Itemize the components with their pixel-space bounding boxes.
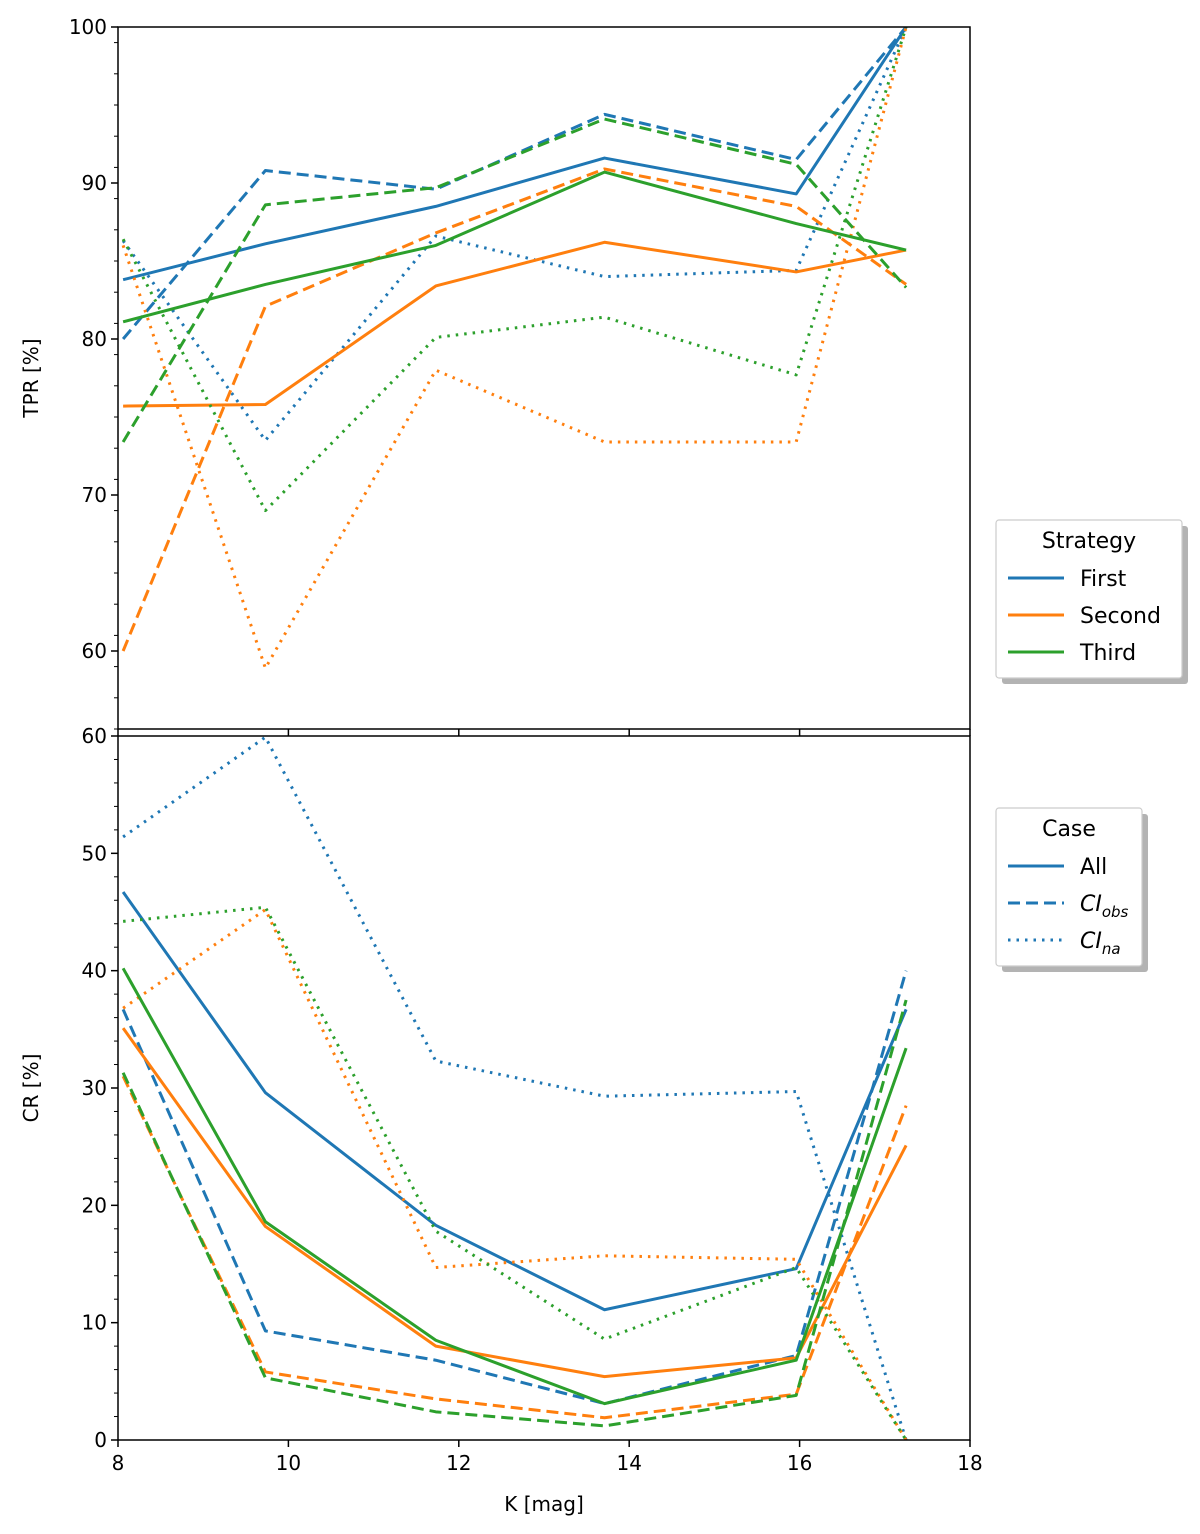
- cr-x-tick-label-8: 8: [112, 1451, 125, 1475]
- tpr-x-ticks: [117, 729, 971, 736]
- cr-y-tick-label-10: 10: [82, 1311, 107, 1335]
- tpr-y-ticks: 60 70 80 90 100: [69, 15, 118, 730]
- cr-line-third-ci-obs: [121, 999, 908, 1428]
- cr-line-first-all: [121, 891, 908, 1312]
- tpr-line-third-ci-obs: [121, 117, 908, 443]
- cr-x-tick-label-16: 16: [787, 1451, 812, 1475]
- cr-line-first-ci-na: [122, 736, 908, 1440]
- case-legend-label-3: CIna: [1080, 929, 1121, 958]
- tpr-y-tick-label-90: 90: [82, 171, 107, 195]
- cr-y-tick-label-40: 40: [82, 959, 107, 983]
- cr-x-axis-label: K [mag]: [504, 1492, 584, 1516]
- cr-line-second-all: [121, 1027, 908, 1379]
- strategy-legend: Strategy First Second Third: [995, 519, 1188, 684]
- cr-y-tick-label-50: 50: [82, 841, 107, 865]
- tpr-line-third-all: [122, 170, 907, 324]
- tpr-y-tick-label-70: 70: [82, 483, 107, 507]
- tpr-y-tick-label-60: 60: [82, 639, 107, 663]
- strategy-legend-box: [995, 519, 1183, 679]
- cr-panel: 0 10 20 30 40 50 60 8 10 12 14 16 18 CR [%] K [mag]: [19, 724, 983, 1516]
- tpr-y-tick-label-80: 80: [82, 327, 107, 351]
- cr-line-third-all: [121, 967, 908, 1406]
- cr-x-tick-label-18: 18: [957, 1451, 982, 1475]
- strategy-legend-title: Strategy: [1042, 529, 1136, 554]
- cr-x-tick-label-14: 14: [616, 1451, 641, 1475]
- case-legend-box: [995, 807, 1143, 967]
- case-legend: Case All CIobs CIna: [995, 807, 1148, 972]
- cr-line-second-ci-obs: [121, 1075, 908, 1420]
- tpr-y-axis-label: TPR [%]: [19, 338, 43, 418]
- tpr-line-first-ci-na: [121, 27, 908, 442]
- cr-y-tick-label-30: 30: [82, 1076, 107, 1100]
- tpr-y-tick-label-100: 100: [69, 15, 107, 39]
- tpr-line-first-all: [122, 27, 908, 282]
- tpr-axes-frame: [117, 26, 971, 730]
- cr-y-tick-label-60: 60: [82, 724, 107, 748]
- tpr-line-second-all: [123, 240, 907, 408]
- cr-line-third-ci-na: [122, 905, 908, 1440]
- cr-x-tick-label-10: 10: [276, 1451, 301, 1475]
- tpr-line-first-ci-obs: [121, 27, 908, 340]
- strategy-legend-label-1: First: [1080, 567, 1127, 592]
- cr-x-ticks: 8 10 12 14 16 18: [112, 1440, 983, 1475]
- case-legend-label-2: CIobs: [1080, 892, 1129, 921]
- tpr-series-group: [121, 27, 908, 670]
- cr-y-axis-label: CR [%]: [19, 1054, 43, 1123]
- strategy-legend-label-2: Second: [1080, 604, 1161, 629]
- cr-y-ticks: 0 10 20 30 40 50 60: [82, 724, 118, 1452]
- cr-y-tick-label-20: 20: [82, 1193, 107, 1217]
- cr-y-tick-label-0: 0: [94, 1428, 107, 1452]
- tpr-panel: 60 70 80 90 100 TPR [%]: [19, 15, 971, 736]
- tpr-line-second-ci-obs: [121, 167, 907, 652]
- cr-line-first-ci-obs: [121, 970, 908, 1406]
- cr-x-tick-label-12: 12: [446, 1451, 471, 1475]
- case-legend-title: Case: [1042, 817, 1096, 842]
- strategy-legend-label-3: Third: [1079, 641, 1136, 666]
- cr-series-group: [121, 736, 908, 1440]
- tpr-line-third-ci-na: [121, 27, 908, 513]
- case-legend-label-1: All: [1080, 855, 1107, 880]
